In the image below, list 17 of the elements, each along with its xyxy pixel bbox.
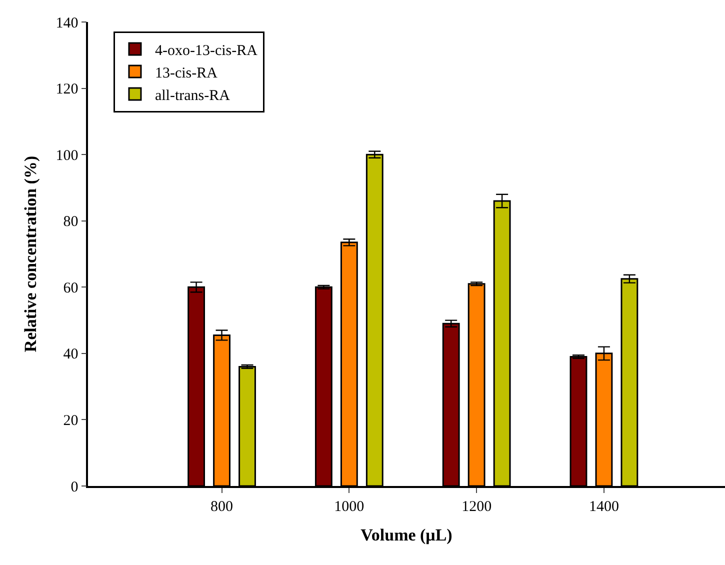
y-tick-label: 20 — [63, 412, 78, 429]
x-tick-label: 1200 — [462, 498, 492, 515]
x-tick-label: 1000 — [334, 498, 364, 515]
x-axis-title: Volume (μL) — [360, 526, 452, 545]
y-axis-title: Relative concentration (%) — [20, 156, 40, 352]
y-tick-label: 100 — [56, 148, 78, 164]
x-tick-label: 800 — [210, 498, 234, 515]
y-tick-label: 0 — [70, 479, 78, 496]
legend-label: 4-oxo-13-cis-RA — [154, 42, 258, 59]
legend-label: all-trans-RA — [154, 88, 230, 104]
y-tick-label: 140 — [56, 15, 78, 32]
y-tick-label: 120 — [56, 82, 78, 98]
y-tick-label: 60 — [63, 280, 78, 296]
y-tick-label: 40 — [63, 346, 78, 363]
x-tick-label: 1400 — [588, 498, 619, 515]
y-tick-label: 80 — [63, 214, 78, 230]
legend-label: 13-cis-RA — [154, 65, 218, 82]
